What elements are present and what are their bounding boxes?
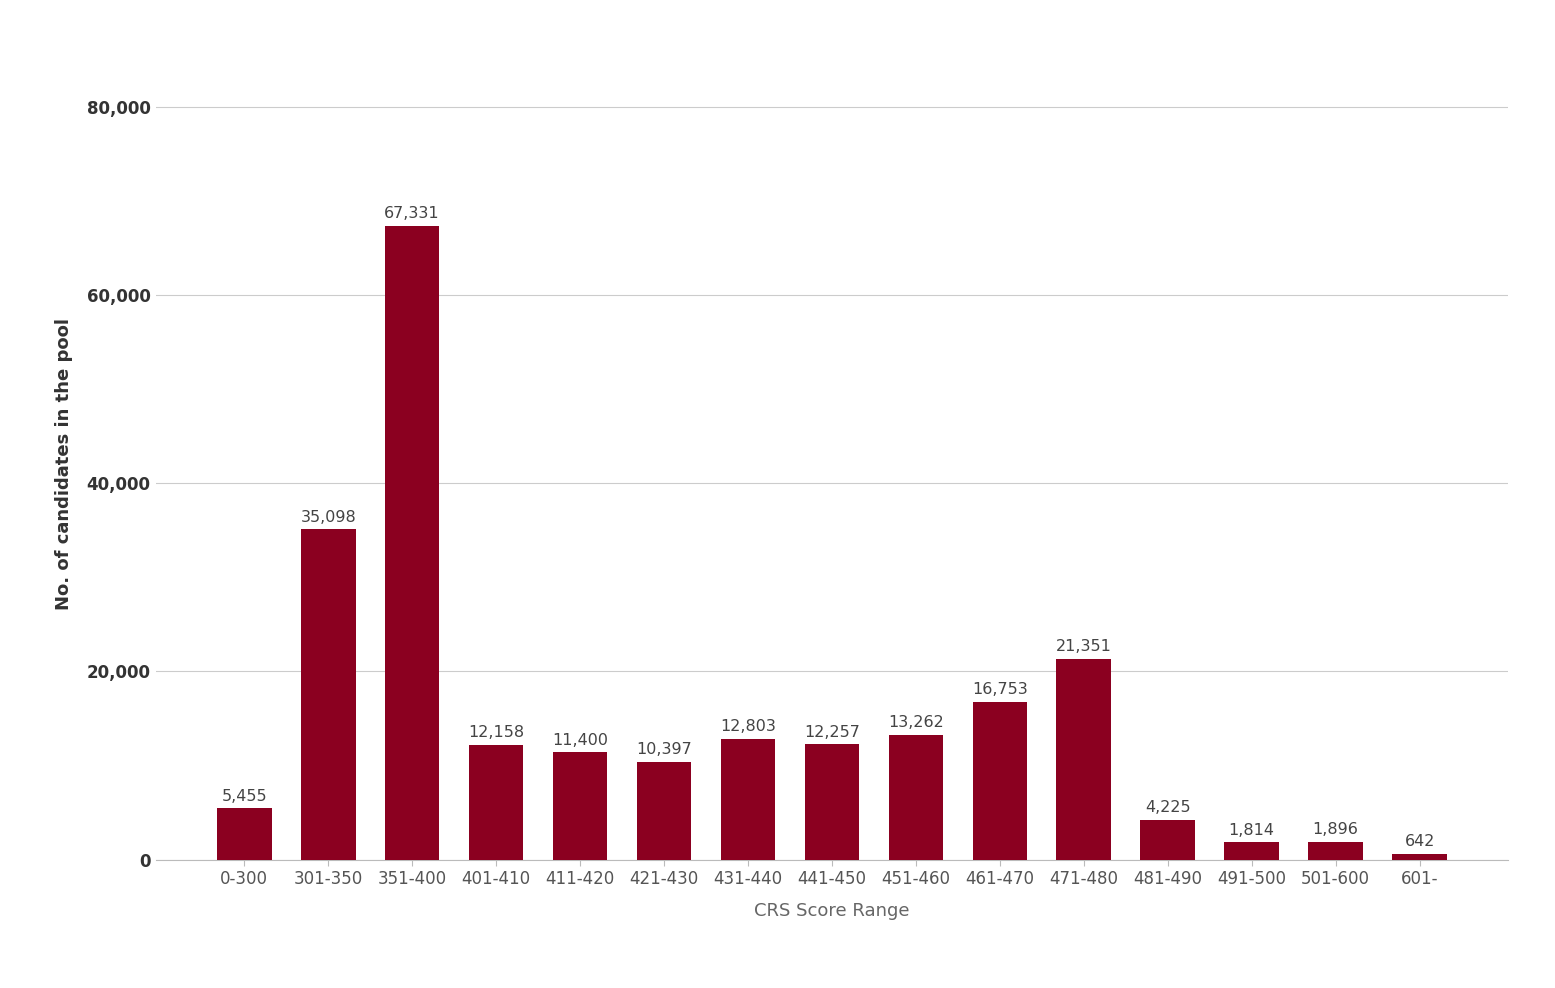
Bar (218, 808, 272, 860)
Text: 642: 642 (1404, 834, 1435, 849)
Y-axis label: No. of candidates in the pool: No. of candidates in the pool (54, 318, 73, 611)
Bar (386, 226, 440, 860)
Text: 5,455: 5,455 (221, 788, 267, 803)
Text: 12,158: 12,158 (468, 725, 524, 740)
Bar (552, 752, 608, 860)
Text: 13,262: 13,262 (888, 715, 944, 730)
Text: 67,331: 67,331 (384, 206, 440, 221)
Bar (972, 701, 1028, 860)
Bar (1056, 659, 1112, 860)
Bar (804, 744, 860, 860)
Text: 12,803: 12,803 (720, 719, 776, 734)
Bar (888, 735, 944, 860)
Bar (636, 762, 692, 860)
Text: 35,098: 35,098 (300, 510, 356, 525)
Bar (1224, 843, 1278, 860)
Bar (470, 745, 524, 860)
Text: 10,397: 10,397 (636, 742, 692, 757)
Text: 1,814: 1,814 (1228, 823, 1275, 838)
Text: 4,225: 4,225 (1144, 800, 1191, 815)
Bar (720, 739, 776, 860)
Bar (302, 530, 356, 860)
Text: 21,351: 21,351 (1056, 639, 1112, 654)
Text: 11,400: 11,400 (552, 732, 608, 748)
Bar (1308, 842, 1362, 860)
Text: 1,896: 1,896 (1312, 822, 1359, 837)
X-axis label: CRS Score Range: CRS Score Range (754, 902, 910, 920)
Bar (1140, 820, 1194, 860)
Text: 12,257: 12,257 (804, 724, 860, 740)
Bar (1392, 854, 1446, 860)
Text: 16,753: 16,753 (972, 683, 1028, 698)
